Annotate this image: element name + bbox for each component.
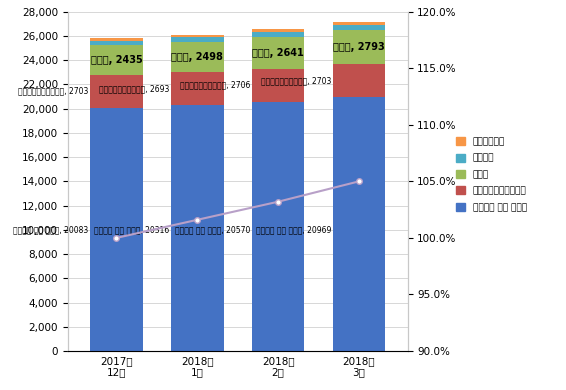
Text: タイムズ カー プラス, 20969: タイムズ カー プラス, 20969 [256, 225, 331, 234]
Bar [333, 30, 385, 64]
Text: カレコ, 2435: カレコ, 2435 [91, 55, 142, 65]
Bar [90, 41, 143, 45]
Bar [333, 22, 385, 25]
Bar [252, 102, 305, 351]
Text: タイムズ カー プラス, 20316: タイムズ カー プラス, 20316 [94, 225, 169, 234]
Text: タイムズ カー プラス, 20083: タイムズ カー プラス, 20083 [13, 225, 88, 234]
Bar [171, 37, 224, 42]
Text: カレコ, 2498: カレコ, 2498 [171, 52, 223, 62]
Bar [252, 29, 305, 32]
Bar [171, 35, 224, 37]
Text: オリックスカーシェア, 2706: オリックスカーシェア, 2706 [180, 81, 250, 90]
Bar [90, 75, 143, 108]
Bar [90, 45, 143, 75]
Bar [252, 37, 305, 69]
Bar [252, 69, 305, 102]
Bar [171, 72, 224, 105]
Bar [252, 32, 305, 37]
Legend: アース・カー, カリテコ, カレコ, オリックスカーシェア, タイムズ カー プラス: アース・カー, カリテコ, カレコ, オリックスカーシェア, タイムズ カー プ… [453, 134, 530, 215]
Bar [90, 108, 143, 351]
Bar [90, 39, 143, 41]
Bar [333, 64, 385, 97]
Bar [171, 42, 224, 72]
Text: カレコ, 2641: カレコ, 2641 [252, 48, 304, 58]
Text: カレコ, 2793: カレコ, 2793 [333, 42, 385, 52]
Text: オリックスカーシェア, 2703: オリックスカーシェア, 2703 [261, 76, 331, 85]
Text: オリックスカーシェア, 2703: オリックスカーシェア, 2703 [18, 87, 88, 96]
Bar [333, 25, 385, 30]
Text: タイムズ カー プラス, 20570: タイムズ カー プラス, 20570 [175, 225, 250, 234]
Text: オリックスカーシェア, 2693: オリックスカーシェア, 2693 [99, 84, 169, 93]
Bar [333, 97, 385, 351]
Bar [171, 105, 224, 351]
